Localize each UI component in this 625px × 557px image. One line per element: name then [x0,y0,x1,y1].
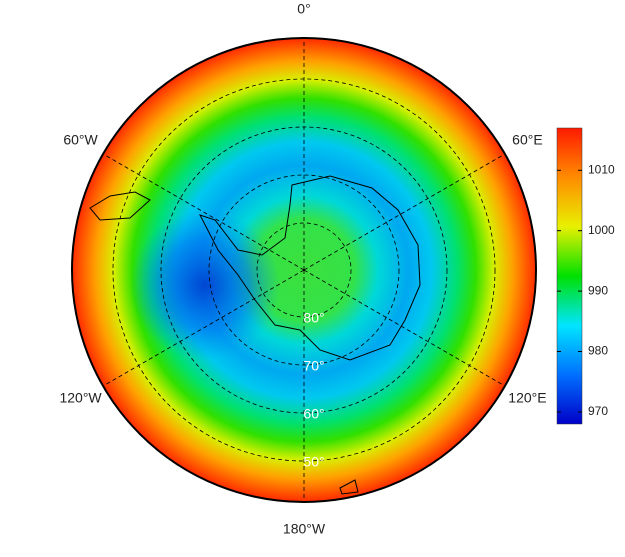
labels: 80° 70° 60° 50° 0° 60°E 120°E 180°W 120°W 60°W [59,1,546,537]
longitude-label: 60°E [512,132,543,148]
graticule [102,38,506,502]
colorbar-tick-label: 1010 [588,162,615,176]
longitude-label: 120°W [59,390,102,406]
meridian [102,269,305,387]
coastline [339,479,359,495]
colorbar-tick-label: 990 [588,283,608,297]
meridian [303,153,506,271]
colorbar-tick-label: 980 [588,344,608,358]
colorbar-tick-label: 970 [588,404,608,418]
meridian [303,269,506,387]
latitude-label: 50° [303,454,324,470]
latitude-circle [256,222,352,318]
coastline [198,175,421,361]
meridian [102,153,305,271]
latitude-label: 70° [303,358,324,374]
colorbar-tick-label: 1000 [588,223,615,237]
colorbar-fill [556,127,583,425]
longitude-label: 180°W [283,521,326,537]
colorbar: 970 980 990 1000 1010 [556,127,615,425]
latitude-label: 80° [303,310,324,326]
longitude-label: 120°E [508,390,546,406]
longitude-label: 0° [297,1,310,17]
latitude-label: 60° [303,406,324,422]
coastline [89,191,151,221]
longitude-label: 60°W [63,132,98,148]
